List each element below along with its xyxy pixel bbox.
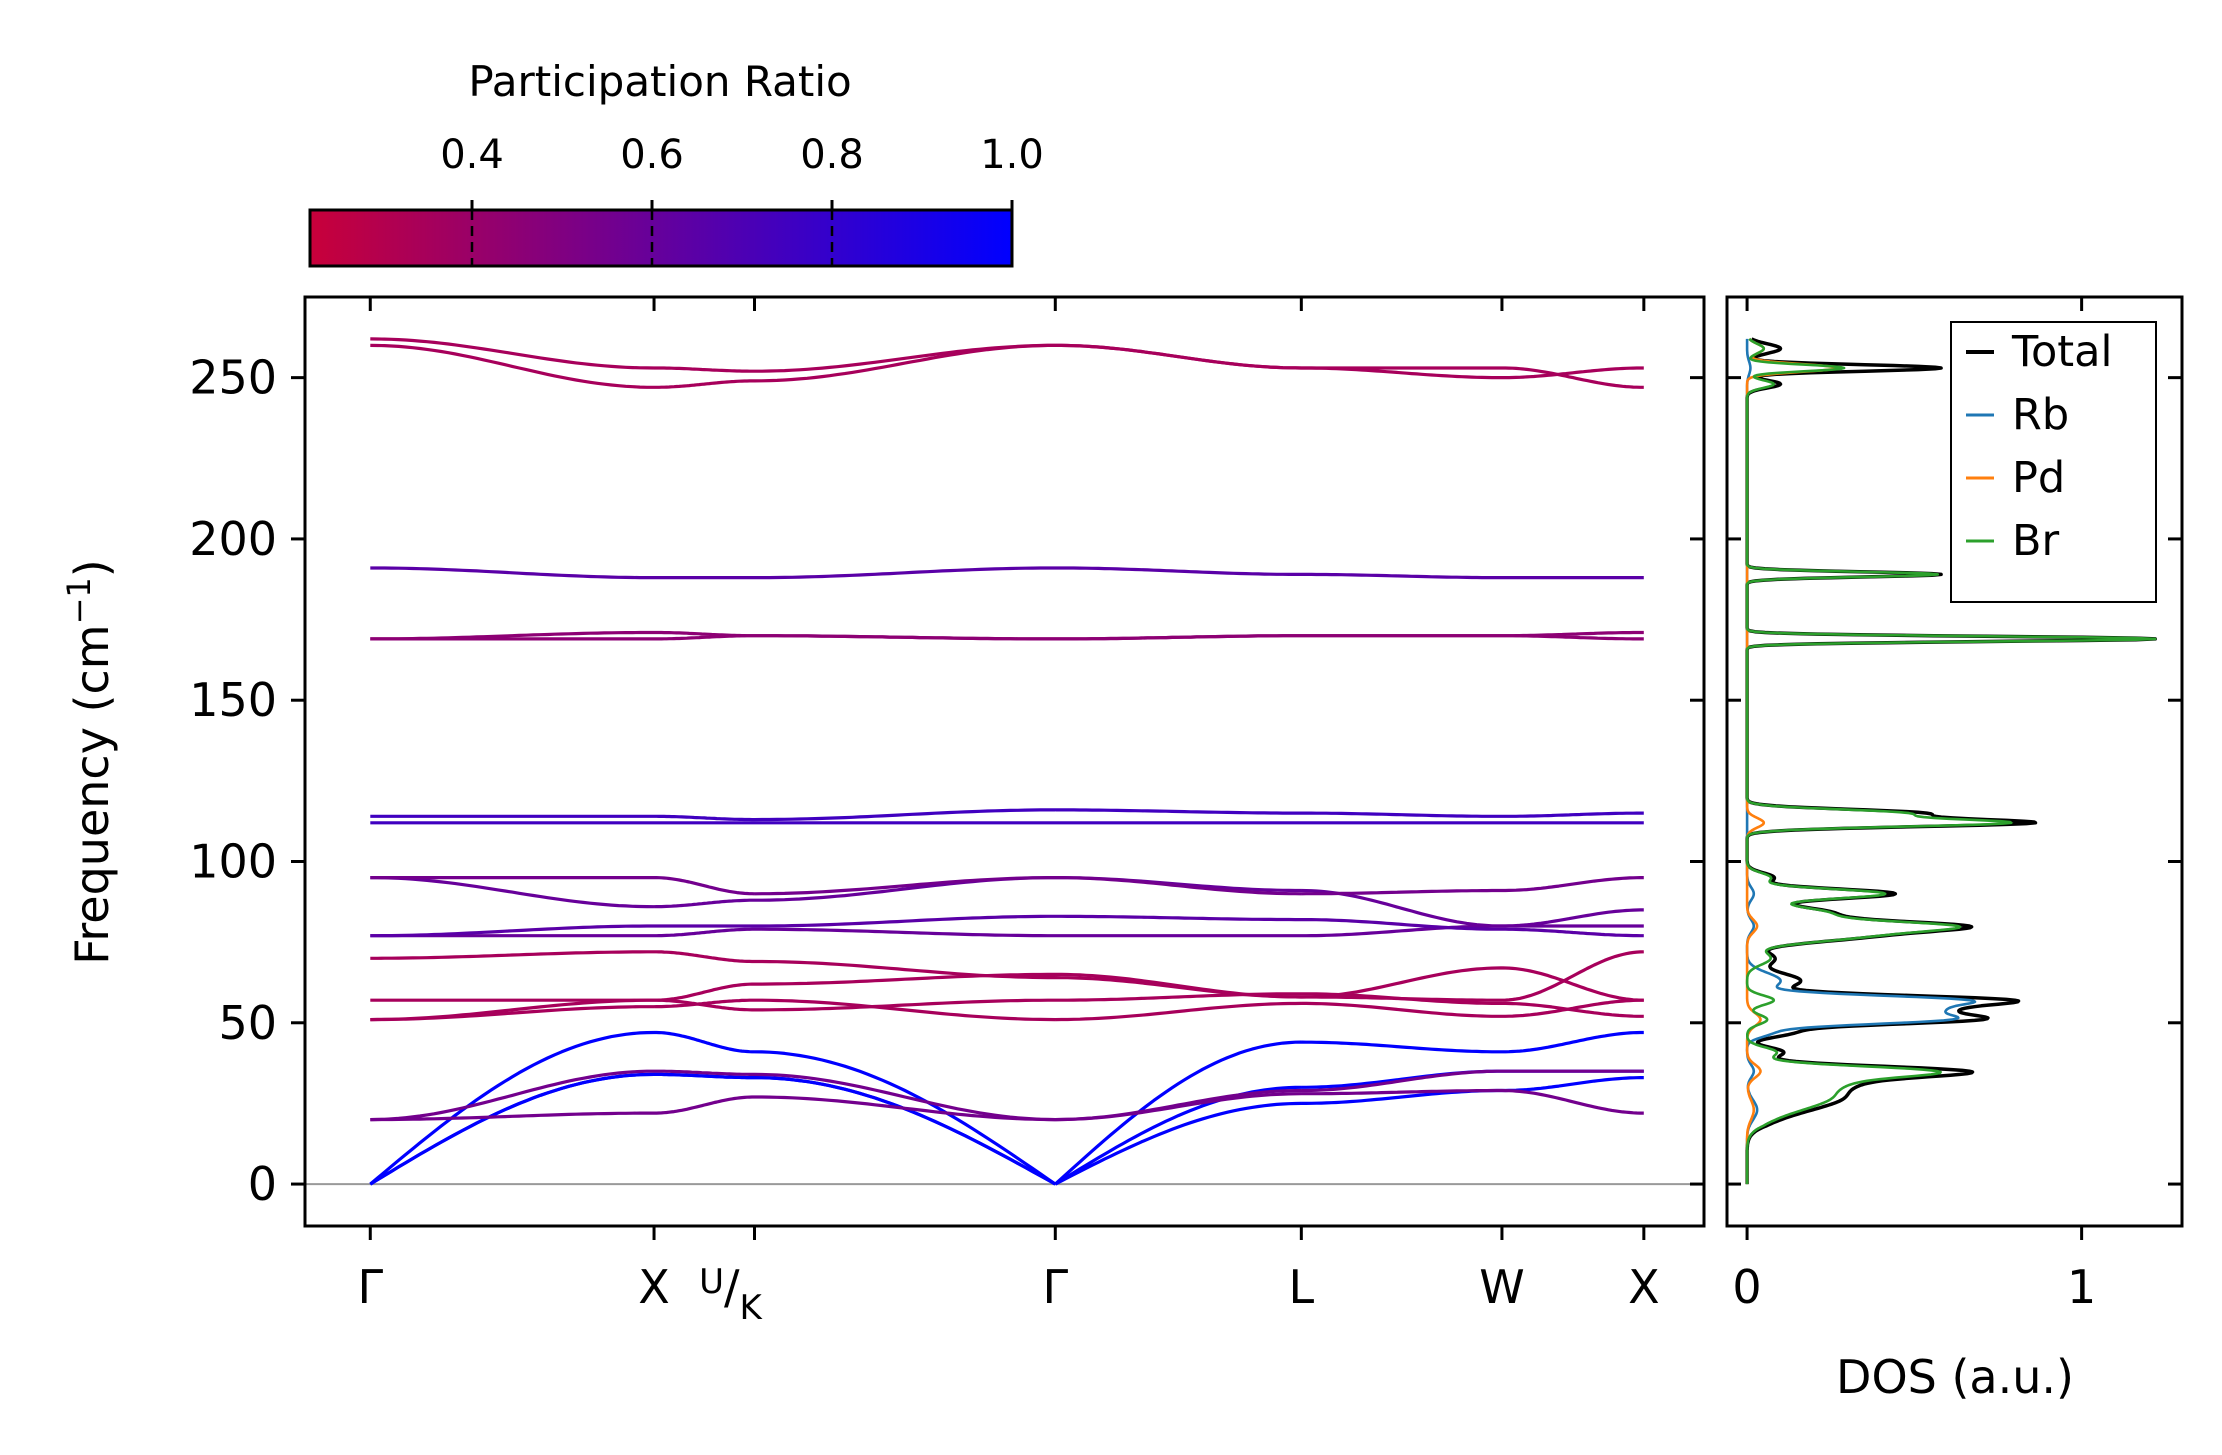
band-band-15 — [370, 808, 1644, 822]
x-tick-label-slash: / — [724, 1260, 740, 1314]
band-band-4 — [370, 1069, 1644, 1122]
band-band-5 — [370, 1088, 1644, 1122]
legend-box — [1950, 321, 2157, 603]
y-tick-label: 50 — [218, 996, 277, 1050]
band-band-17 — [370, 634, 1644, 641]
dos-x-tick-label: 0 — [1732, 1260, 1761, 1314]
x-tick-label: X — [638, 1260, 670, 1314]
legend-label-total: Total — [2011, 327, 2112, 377]
y-tick-label: 200 — [189, 512, 277, 566]
dos-legend: Total Rb Pd Br — [1950, 321, 2157, 603]
x-tick-label: U/K — [699, 1260, 763, 1328]
ylabel-main: Frequency (cm — [65, 624, 119, 964]
band-acoustic-1 — [369, 1030, 1644, 1186]
band-lines — [369, 337, 1644, 1186]
colorbar-label: Participation Ratio — [468, 57, 851, 106]
band-axes-frame — [303, 295, 1706, 1228]
legend-label-pd: Pd — [2012, 453, 2065, 503]
band-y-ticks: 0 50 100 150 200 250 — [189, 351, 1704, 1211]
x-tick-label: Γ — [1042, 1260, 1068, 1314]
band-band-10 — [370, 924, 1644, 938]
dos-line-pd — [1745, 337, 1839, 1185]
band-band-8 — [370, 992, 1644, 1018]
colorbar-gradient — [308, 208, 1014, 268]
colorbar-ticks: 0.4 0.6 0.8 1.0 — [440, 132, 1044, 266]
band-band-9 — [370, 950, 1644, 1002]
x-tick-label: W — [1479, 1260, 1524, 1314]
dos-line-rb — [1745, 338, 1977, 1185]
dos-line-br — [1745, 337, 2157, 1185]
band-x-ticks: Γ X U/K Γ L W X — [357, 297, 1660, 1328]
colorbar-tick-label: 0.8 — [800, 132, 864, 178]
dos-x-tick-label: 1 — [2067, 1260, 2096, 1314]
band-band-11 — [370, 914, 1644, 938]
band-band-20 — [370, 343, 1644, 389]
legend-label-br: Br — [2012, 516, 2059, 566]
y-tick-label: 150 — [189, 673, 277, 727]
x-tick-label: X — [1628, 1260, 1660, 1314]
ylabel-end: ) — [65, 559, 119, 577]
dos-axes-frame — [1725, 295, 2184, 1228]
y-tick-label: 250 — [189, 351, 277, 405]
dos-axis-label: DOS (a.u.) — [1836, 1350, 2074, 1404]
x-tick-label-part: U — [699, 1262, 724, 1302]
x-tick-label: L — [1289, 1260, 1315, 1314]
colorbar-tick-label: 1.0 — [980, 132, 1044, 178]
ylabel-superscript: −1 — [60, 577, 98, 624]
colorbar: Participation Ratio 0.4 0.6 0.8 1.0 — [308, 57, 1044, 268]
dos-y-ticks — [1727, 376, 2182, 1186]
x-tick-label: Γ — [357, 1260, 383, 1314]
colorbar-tick-label: 0.6 — [620, 132, 684, 178]
frequency-axis-label: Frequency (cm−1) — [60, 559, 119, 964]
band-band-18 — [370, 566, 1644, 580]
legend-label-rb: Rb — [2012, 390, 2069, 440]
dos-lines — [1745, 337, 2157, 1186]
colorbar-tick-label: 0.4 — [440, 132, 504, 178]
band-band-13 — [370, 876, 1644, 896]
x-tick-label-part: K — [740, 1288, 764, 1328]
y-tick-label: 100 — [189, 834, 277, 888]
band-band-12 — [370, 876, 1644, 928]
y-tick-label: 0 — [248, 1157, 277, 1211]
